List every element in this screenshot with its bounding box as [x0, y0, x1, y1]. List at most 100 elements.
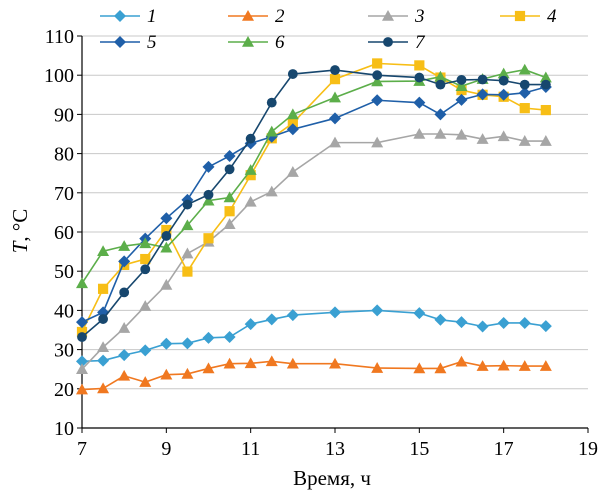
y-tick-label-110: 110 — [45, 26, 74, 48]
legend-swatch-marker — [515, 11, 525, 21]
legend-item-3: 3 — [368, 6, 425, 27]
legend-item-5: 5 — [100, 32, 157, 53]
series-7-point — [372, 70, 382, 80]
series-1-point — [371, 304, 383, 316]
y-tick-label-90: 90 — [54, 104, 74, 126]
y-axis-title-unit: , °C — [8, 209, 32, 242]
series-4-point — [520, 103, 530, 113]
series-7-point — [457, 75, 467, 85]
series-6-point — [519, 64, 531, 75]
legend-label-1: 1 — [147, 6, 157, 27]
series-6-point — [329, 92, 341, 103]
legend-label-3: 3 — [414, 6, 425, 27]
series-2-point — [456, 356, 468, 367]
series-5-point — [371, 94, 383, 106]
series-5-point — [76, 316, 88, 328]
series-7-point — [288, 69, 298, 79]
series-1-line — [82, 310, 546, 361]
series-7-point — [435, 80, 445, 90]
series-2-line — [82, 361, 546, 389]
legend-label-6: 6 — [275, 32, 285, 53]
series-4-point — [98, 284, 108, 294]
series-layer — [76, 58, 552, 394]
series-1-point — [519, 317, 531, 329]
series-4-line — [82, 63, 546, 332]
series-4-point — [182, 266, 192, 276]
series-5-point — [434, 108, 446, 120]
series-1-point — [203, 332, 215, 344]
series-1-point — [287, 309, 299, 321]
series-7-point — [541, 80, 551, 90]
series-2-point — [118, 370, 130, 381]
legend-item-2: 2 — [228, 6, 285, 27]
series-4-point — [330, 74, 340, 84]
series-3-point — [245, 196, 257, 207]
legend-swatch-marker — [114, 10, 126, 22]
y-tick-label-60: 60 — [54, 222, 74, 244]
series-4-point — [203, 233, 213, 243]
series-5-point — [456, 94, 468, 106]
series-3-point — [287, 166, 299, 177]
series-1-point — [97, 355, 109, 367]
legend-item-1: 1 — [100, 6, 157, 27]
series-4-point — [541, 105, 551, 115]
series-7-point — [414, 73, 424, 83]
y-tick-label-70: 70 — [54, 183, 74, 205]
legend-label-5: 5 — [147, 32, 157, 53]
series-4-point — [372, 58, 382, 68]
grid-layer — [82, 36, 588, 389]
series-7-point — [267, 98, 277, 108]
y-tick-label-80: 80 — [54, 144, 74, 166]
x-tick-label-11: 11 — [241, 438, 260, 460]
y-axis-title: T, °C — [8, 209, 32, 254]
series-4-point — [224, 206, 234, 216]
series-5 — [76, 81, 552, 328]
series-1-point — [160, 338, 172, 350]
series-7-point — [246, 134, 256, 144]
series-1-point — [181, 337, 193, 349]
legend-item-6: 6 — [228, 32, 285, 53]
series-7-line — [82, 70, 546, 337]
series-7-point — [98, 314, 108, 324]
series-7-point — [330, 65, 340, 75]
legend-swatch-marker — [383, 37, 393, 47]
x-tick-label-17: 17 — [494, 438, 514, 460]
series-5-point — [413, 97, 425, 109]
series-6-point — [287, 108, 299, 119]
series-1-point — [139, 344, 151, 356]
series-7-point — [478, 75, 488, 85]
series-5-point — [224, 150, 236, 162]
series-1-point — [224, 331, 236, 343]
legend-item-4: 4 — [500, 6, 557, 27]
y-tick-label-40: 40 — [54, 300, 74, 322]
y-tick-label-10: 10 — [54, 418, 74, 440]
series-7-point — [499, 76, 509, 86]
series-7-point — [119, 287, 129, 297]
legend-item-7: 7 — [368, 32, 426, 53]
series-4 — [77, 58, 551, 337]
series-6-point — [245, 164, 257, 175]
x-tick-label-19: 19 — [578, 438, 598, 460]
x-tick-label-7: 7 — [77, 438, 87, 460]
x-tick-label-13: 13 — [325, 438, 345, 460]
series-1-point — [540, 320, 552, 332]
legend-label-7: 7 — [415, 32, 426, 53]
axes: 10 20 30 40 50 60 70 80 90 100 110 7 9 11 13 15 17 19 — [44, 26, 598, 460]
series-1-point — [434, 314, 446, 326]
series-3 — [76, 128, 552, 374]
series-1-point — [456, 316, 468, 328]
series-7-point — [77, 332, 87, 342]
series-3-point — [181, 248, 193, 259]
series-7-point — [204, 190, 214, 200]
series-1 — [76, 304, 552, 367]
y-tick-label-30: 30 — [54, 340, 74, 362]
series-1-point — [498, 317, 510, 329]
series-1-point — [477, 320, 489, 332]
series-2-point — [97, 382, 109, 393]
series-6-point — [76, 277, 88, 288]
series-5-line — [82, 87, 546, 322]
legend-label-4: 4 — [547, 6, 557, 27]
legend: 1 2 3 4 5 6 7 — [100, 6, 557, 53]
series-7-point — [140, 264, 150, 274]
